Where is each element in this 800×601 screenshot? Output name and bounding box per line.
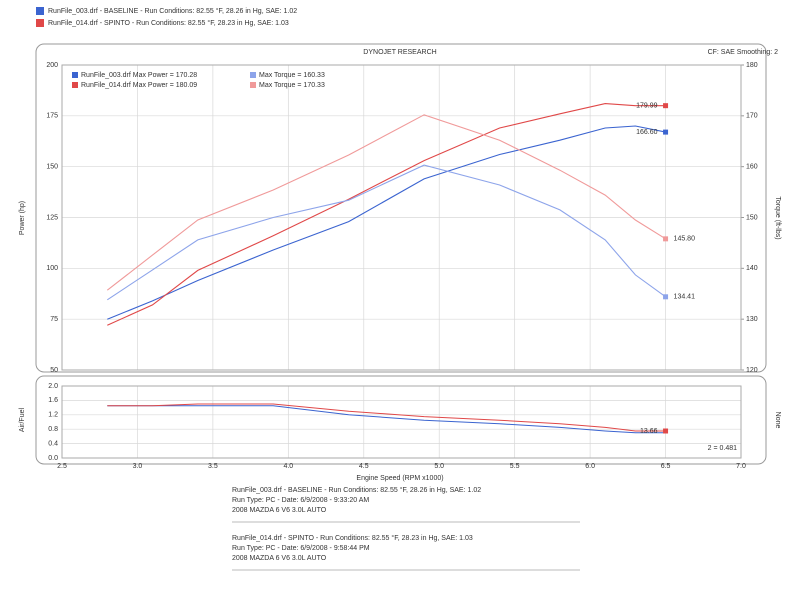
afr-panel — [35, 375, 767, 465]
footer-line: 2008 MAZDA 6 V6 3.0L AUTO — [232, 507, 327, 514]
end-marker — [663, 236, 669, 242]
x-axis-title: Engine Speed (RPM x1000) — [356, 475, 443, 482]
y2-tick-label: 180 — [746, 62, 758, 69]
torque-line — [106, 114, 666, 291]
y-tick-label: 50 — [50, 367, 58, 374]
end-marker — [663, 428, 669, 434]
end-marker — [663, 103, 669, 109]
main-panel — [35, 43, 767, 373]
afr-tick-label: 0.8 — [48, 426, 58, 433]
end-label: 179.99 — [636, 103, 658, 110]
x-tick-label: 6.0 — [585, 463, 595, 470]
afr-axis-title: Air/Fuel — [19, 408, 26, 433]
power-line — [107, 103, 666, 326]
afr-tick-label: 1.6 — [48, 397, 58, 404]
footer-line: Run Type: PC - Date: 6/9/2008 - 9:58:44 … — [232, 545, 370, 552]
y2-axis-title: Torque (ft-lbs) — [774, 196, 781, 239]
plot-frame — [61, 385, 742, 459]
x-tick-label: 5.0 — [434, 463, 444, 470]
y-tick-label: 100 — [46, 265, 58, 272]
legend-swatch — [250, 82, 256, 88]
end-marker — [663, 294, 669, 300]
legend-swatch — [72, 82, 78, 88]
afr-tick-label: 2.0 — [48, 383, 58, 390]
footer-line: RunFile_003.drf - BASELINE - Run Conditi… — [232, 486, 481, 494]
afr-tick-label: 0.4 — [48, 440, 58, 447]
header-line: RunFile_003.drf - BASELINE - Run Conditi… — [48, 7, 297, 15]
y2-tick-label: 140 — [746, 265, 758, 272]
y-tick-label: 150 — [46, 164, 58, 171]
end-marker — [663, 129, 669, 135]
x-tick-label: 4.0 — [283, 463, 293, 470]
header-swatch — [36, 19, 44, 27]
x-tick-label: 3.5 — [208, 463, 218, 470]
footer-line: RunFile_014.drf - SPINTO - Run Condition… — [232, 534, 473, 542]
y-tick-label: 175 — [46, 113, 58, 120]
afr-line — [107, 405, 666, 434]
end-label: 134.41 — [674, 294, 696, 301]
footer-line: Run Type: PC - Date: 6/9/2008 - 9:33:20 … — [232, 497, 369, 504]
header-line: RunFile_014.drf - SPINTO - Run Condition… — [48, 19, 289, 27]
x-tick-label: 6.5 — [661, 463, 671, 470]
chart-title: DYNOJET RESEARCH — [363, 49, 436, 56]
y-tick-label: 75 — [50, 316, 58, 323]
y2-tick-label: 150 — [746, 214, 758, 221]
end-label: 145.80 — [674, 236, 696, 243]
legend-label: RunFile_014.drf Max Power = 180.09 — [81, 82, 197, 89]
afr-tick-label: 0.0 — [48, 455, 58, 462]
end-label: 13.66 — [640, 428, 658, 435]
torque-line — [106, 164, 666, 301]
x-tick-label: 4.5 — [359, 463, 369, 470]
x-tick-label: 5.5 — [510, 463, 520, 470]
y-tick-label: 125 — [46, 214, 58, 221]
y-axis-title: Power (hp) — [19, 201, 26, 235]
afr-note: 2 = 0.481 — [708, 445, 737, 452]
x-tick-label: 3.0 — [133, 463, 143, 470]
y2-tick-label: 130 — [746, 316, 758, 323]
chart-subtitle: CF: SAE Smoothing: 2 — [708, 49, 779, 56]
plot-frame — [61, 64, 742, 371]
legend-swatch — [250, 72, 256, 78]
legend-label: RunFile_003.drf Max Power = 170.28 — [81, 72, 197, 79]
y-tick-label: 200 — [46, 62, 58, 69]
afr-right-title: None — [774, 412, 781, 429]
footer-line: 2008 MAZDA 6 V6 3.0L AUTO — [232, 555, 327, 562]
x-tick-label: 2.5 — [57, 463, 67, 470]
afr-tick-label: 1.2 — [48, 412, 58, 419]
y2-tick-label: 160 — [746, 164, 758, 171]
header-swatch — [36, 7, 44, 15]
afr-line — [107, 403, 666, 432]
legend-label: Max Torque = 160.33 — [259, 72, 325, 79]
power-line — [107, 125, 666, 320]
y2-tick-label: 120 — [746, 367, 758, 374]
legend-label: Max Torque = 170.33 — [259, 82, 325, 89]
y2-tick-label: 170 — [746, 113, 758, 120]
legend-swatch — [72, 72, 78, 78]
x-tick-label: 7.0 — [736, 463, 746, 470]
end-label: 166.60 — [636, 129, 658, 136]
